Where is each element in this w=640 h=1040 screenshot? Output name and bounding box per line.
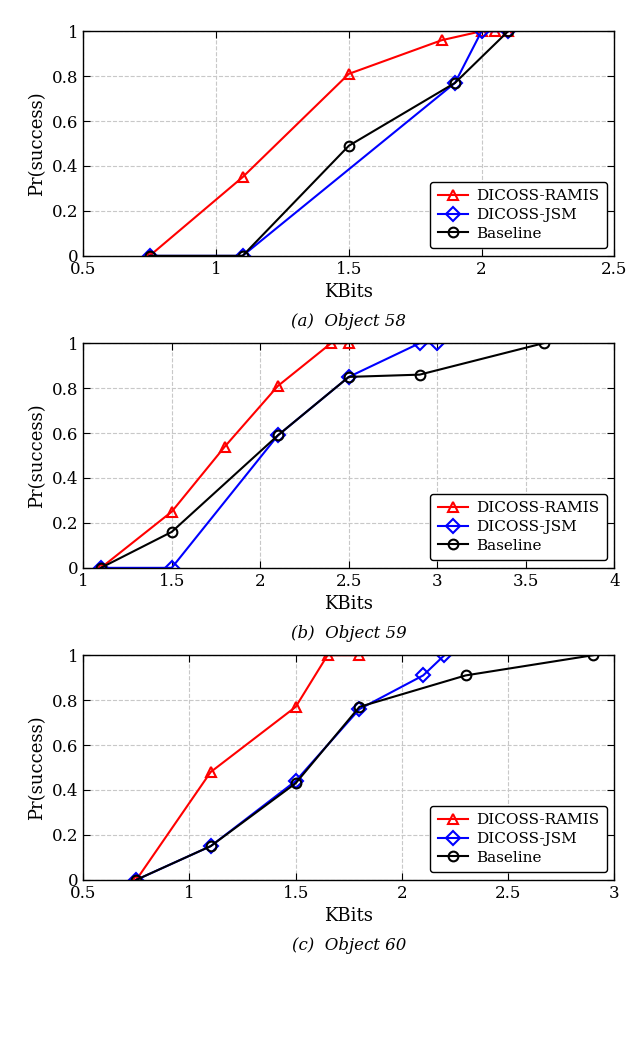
Baseline: [274, 430, 282, 442]
DICOSS-JSM: [433, 337, 441, 349]
Line: DICOSS-JSM: DICOSS-JSM: [96, 338, 442, 573]
Baseline: [168, 525, 175, 538]
DICOSS-RAMIS: [207, 765, 214, 778]
DICOSS-RAMIS: [327, 337, 335, 349]
Line: DICOSS-RAMIS: DICOSS-RAMIS: [131, 650, 364, 885]
DICOSS-RAMIS: [132, 874, 140, 886]
DICOSS-RAMIS: [239, 171, 246, 183]
DICOSS-RAMIS: [221, 440, 228, 452]
Baseline: [345, 370, 353, 383]
DICOSS-RAMIS: [274, 380, 282, 392]
Baseline: [146, 250, 154, 262]
Baseline: [97, 562, 105, 574]
Legend: DICOSS-RAMIS, DICOSS-JSM, Baseline: DICOSS-RAMIS, DICOSS-JSM, Baseline: [430, 806, 607, 873]
DICOSS-JSM: [132, 874, 140, 886]
X-axis label: KBits: KBits: [324, 907, 373, 926]
DICOSS-JSM: [168, 562, 175, 574]
DICOSS-JSM: [477, 25, 485, 37]
Y-axis label: Pr(success): Pr(success): [28, 92, 46, 196]
DICOSS-JSM: [416, 337, 424, 349]
Baseline: [292, 777, 300, 789]
DICOSS-JSM: [274, 430, 282, 442]
DICOSS-RAMIS: [324, 649, 332, 661]
Text: (c)  Object 60: (c) Object 60: [292, 937, 406, 954]
DICOSS-JSM: [292, 775, 300, 787]
Baseline: [345, 139, 353, 152]
Baseline: [207, 840, 214, 853]
X-axis label: KBits: KBits: [324, 283, 373, 302]
Baseline: [132, 874, 140, 886]
Baseline: [504, 25, 512, 37]
DICOSS-JSM: [451, 77, 459, 89]
DICOSS-RAMIS: [345, 68, 353, 80]
DICOSS-RAMIS: [345, 337, 353, 349]
Baseline: [416, 368, 424, 381]
Baseline: [540, 337, 547, 349]
Legend: DICOSS-RAMIS, DICOSS-JSM, Baseline: DICOSS-RAMIS, DICOSS-JSM, Baseline: [430, 182, 607, 249]
DICOSS-RAMIS: [504, 25, 512, 37]
DICOSS-RAMIS: [356, 649, 364, 661]
DICOSS-JSM: [419, 669, 427, 681]
DICOSS-RAMIS: [477, 25, 485, 37]
Line: DICOSS-RAMIS: DICOSS-RAMIS: [96, 338, 354, 573]
Baseline: [462, 669, 470, 681]
Line: DICOSS-JSM: DICOSS-JSM: [131, 650, 449, 885]
DICOSS-JSM: [504, 25, 512, 37]
DICOSS-JSM: [207, 840, 214, 853]
DICOSS-RAMIS: [491, 25, 499, 37]
Text: (a)  Object 58: (a) Object 58: [291, 313, 406, 330]
DICOSS-RAMIS: [146, 250, 154, 262]
DICOSS-RAMIS: [292, 701, 300, 713]
Baseline: [589, 649, 597, 661]
DICOSS-RAMIS: [97, 562, 105, 574]
Line: Baseline: Baseline: [96, 338, 548, 573]
Y-axis label: Pr(success): Pr(success): [28, 404, 46, 508]
Line: DICOSS-RAMIS: DICOSS-RAMIS: [145, 26, 513, 261]
DICOSS-JSM: [356, 703, 364, 716]
Baseline: [239, 250, 246, 262]
DICOSS-JSM: [97, 562, 105, 574]
X-axis label: KBits: KBits: [324, 595, 373, 614]
DICOSS-RAMIS: [168, 505, 175, 518]
Y-axis label: Pr(success): Pr(success): [28, 716, 46, 820]
Legend: DICOSS-RAMIS, DICOSS-JSM, Baseline: DICOSS-RAMIS, DICOSS-JSM, Baseline: [430, 494, 607, 561]
DICOSS-JSM: [239, 250, 246, 262]
DICOSS-JSM: [345, 370, 353, 383]
Baseline: [451, 77, 459, 89]
Text: (b)  Object 59: (b) Object 59: [291, 625, 406, 642]
DICOSS-JSM: [440, 649, 448, 661]
Line: DICOSS-JSM: DICOSS-JSM: [145, 26, 513, 261]
Line: Baseline: Baseline: [131, 650, 598, 885]
DICOSS-RAMIS: [438, 34, 445, 47]
Line: Baseline: Baseline: [145, 26, 513, 261]
Baseline: [356, 701, 364, 713]
DICOSS-JSM: [146, 250, 154, 262]
